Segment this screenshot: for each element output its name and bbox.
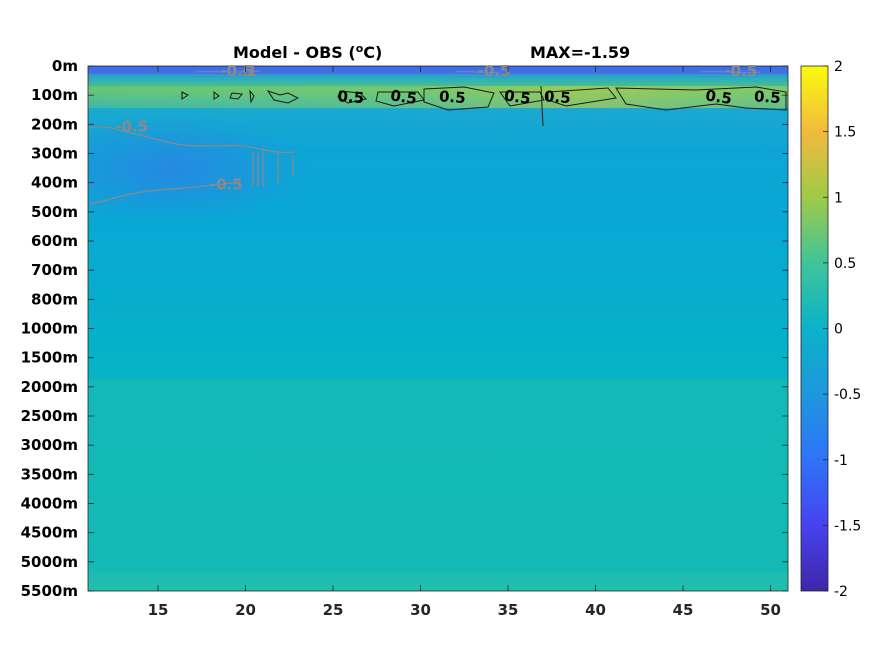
colorbar-tick-label: -2 bbox=[834, 584, 848, 600]
y-tick-label: 0m bbox=[52, 57, 78, 75]
chart-title: Model - OBS (oC) bbox=[233, 42, 382, 63]
chart-title-prefix: Model - OBS ( bbox=[233, 43, 356, 62]
contour-label: -1 bbox=[241, 62, 258, 80]
x-tick-label: 30 bbox=[410, 601, 431, 619]
y-tick-label: 1000m bbox=[21, 320, 78, 338]
contour-label: 0.5 bbox=[543, 87, 571, 107]
subsurface-warm-band bbox=[88, 86, 788, 108]
x-tick-label: 25 bbox=[323, 601, 344, 619]
y-tick-label: 3500m bbox=[21, 465, 78, 483]
colorbar-tick-label: -1 bbox=[834, 453, 848, 469]
y-tick-label: 5500m bbox=[21, 582, 78, 600]
cold-anomaly-region bbox=[88, 115, 310, 225]
chart-title-superscript: o bbox=[356, 42, 364, 55]
colorbar-tick-label: 1 bbox=[834, 190, 843, 206]
contour-labels: 0.5 0.5 0.5 0.5 0.5 0.5 0.5-0.5-1 -0.5 -0.5-0.5-… bbox=[115, 62, 781, 194]
y-tick-label: 300m bbox=[31, 145, 78, 163]
contour-label: 0.5 bbox=[337, 87, 365, 107]
colorbar-tick-label: 0 bbox=[834, 322, 843, 338]
x-axis: 15 20 25 30 35 40 45 50 bbox=[148, 66, 781, 619]
contour-label: -0.5 bbox=[724, 62, 757, 80]
y-tick-label: 4000m bbox=[21, 495, 78, 513]
contour-label: -0.5 bbox=[478, 62, 511, 80]
colorbar-tick-label: 2 bbox=[834, 59, 843, 75]
contour-label: -0.5 bbox=[115, 117, 148, 135]
y-tick-label: 100m bbox=[31, 86, 78, 104]
contour-line-minus-0.5-upper bbox=[89, 126, 296, 154]
x-tick-label: 40 bbox=[585, 601, 606, 619]
x-tick-label: 45 bbox=[673, 601, 694, 619]
y-tick-label: 1500m bbox=[21, 349, 78, 367]
y-tick-label: 500m bbox=[31, 203, 78, 221]
colorbar-tick-label: -1.5 bbox=[834, 518, 861, 534]
x-tick-label: 15 bbox=[148, 601, 169, 619]
contour-label: 0.5 bbox=[753, 87, 781, 107]
x-tick-label: 20 bbox=[235, 601, 256, 619]
colorbar-tick-label: 1.5 bbox=[834, 125, 856, 141]
colorbar: 2 1.5 1 0.5 0 -0.5 -1 -1.5 -2 bbox=[800, 59, 861, 600]
contour-label: -0.5 bbox=[210, 176, 243, 194]
contour-line-minus-0.5-lower bbox=[89, 181, 241, 205]
chart-title-suffix: C) bbox=[363, 43, 382, 62]
y-tick-label: 400m bbox=[31, 174, 78, 192]
x-tick-label: 35 bbox=[498, 601, 519, 619]
y-tick-label: 2000m bbox=[21, 378, 78, 396]
contour-label: 0.5 bbox=[503, 86, 532, 108]
contour-label: 0.5 bbox=[704, 86, 733, 108]
y-axis: 0m 100m 200m 300m 400m 500m 600m 700m 800m 1000m 1… bbox=[21, 57, 788, 600]
y-tick-label: 200m bbox=[31, 115, 78, 133]
y-tick-label: 600m bbox=[31, 232, 78, 250]
surface-cold-band bbox=[88, 66, 788, 74]
y-tick-label: 5000m bbox=[21, 553, 78, 571]
y-tick-label: 2500m bbox=[21, 407, 78, 425]
x-tick-label: 50 bbox=[760, 601, 781, 619]
plot-area bbox=[88, 66, 788, 591]
contour-label: -0.5 bbox=[220, 62, 253, 80]
y-tick-label: 4500m bbox=[21, 524, 78, 542]
contour-line-minus-0.5-surface bbox=[194, 70, 761, 74]
contour-line-0.5 bbox=[181, 85, 787, 127]
max-annotation: MAX=-1.59 bbox=[530, 43, 630, 62]
colorbar-tick-label: 0.5 bbox=[834, 256, 856, 272]
contour-label: 0.5 bbox=[389, 86, 418, 108]
y-tick-label: 3000m bbox=[21, 436, 78, 454]
y-tick-label: 700m bbox=[31, 261, 78, 279]
colorbar-ticks: 2 1.5 1 0.5 0 -0.5 -1 -1.5 -2 bbox=[823, 59, 861, 600]
y-tick-label: 800m bbox=[31, 290, 78, 308]
contour-spikes bbox=[252, 150, 294, 186]
contour-label: 0.5 bbox=[438, 87, 466, 107]
colorbar-tick-label: -0.5 bbox=[834, 387, 861, 403]
